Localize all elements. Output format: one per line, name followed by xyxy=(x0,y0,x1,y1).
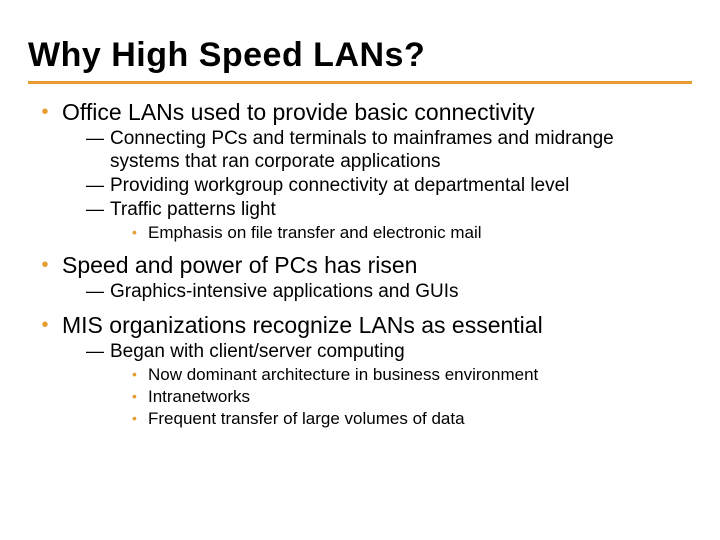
bullet-icon: • xyxy=(132,222,148,243)
list-item: — Began with client/server computing xyxy=(86,340,692,363)
dash-icon: — xyxy=(86,280,110,303)
list-item: — Graphics-intensive applications and GU… xyxy=(86,280,692,303)
list-item-text: Office LANs used to provide basic connec… xyxy=(62,98,535,126)
dash-icon: — xyxy=(86,198,110,221)
list-item-text: Graphics-intensive applications and GUIs xyxy=(110,280,479,303)
list-item-text: MIS organizations recognize LANs as esse… xyxy=(62,311,543,339)
bullet-icon: • xyxy=(28,98,62,126)
slide: Why High Speed LANs? • Office LANs used … xyxy=(0,0,720,540)
bullet-icon: • xyxy=(28,311,62,339)
dash-icon: — xyxy=(86,340,110,363)
list-item-text: Now dominant architecture in business en… xyxy=(148,364,538,385)
list-item: — Traffic patterns light xyxy=(86,198,692,221)
bullet-icon: • xyxy=(28,251,62,279)
list-item: • MIS organizations recognize LANs as es… xyxy=(28,311,692,339)
list-item: • Intranetworks xyxy=(132,386,692,407)
list-item: • Frequent transfer of large volumes of … xyxy=(132,408,692,429)
list-item-text: Traffic patterns light xyxy=(110,198,296,221)
dash-icon: — xyxy=(86,174,110,197)
list-item-text: Intranetworks xyxy=(148,386,250,407)
list-item-text: Speed and power of PCs has risen xyxy=(62,251,417,279)
list-item-text: Connecting PCs and terminals to mainfram… xyxy=(110,127,692,173)
list-item: • Now dominant architecture in business … xyxy=(132,364,692,385)
list-item: • Office LANs used to provide basic conn… xyxy=(28,98,692,126)
list-item-text: Providing workgroup connectivity at depa… xyxy=(110,174,589,197)
list-item: • Speed and power of PCs has risen xyxy=(28,251,692,279)
list-item-text: Began with client/server computing xyxy=(110,340,425,363)
list-item: • Emphasis on file transfer and electron… xyxy=(132,222,692,243)
list-item: — Connecting PCs and terminals to mainfr… xyxy=(86,127,692,173)
bullet-icon: • xyxy=(132,386,148,407)
list-item-text: Emphasis on file transfer and electronic… xyxy=(148,222,482,243)
list-item: — Providing workgroup connectivity at de… xyxy=(86,174,692,197)
list-item-text: Frequent transfer of large volumes of da… xyxy=(148,408,465,429)
bullet-icon: • xyxy=(132,364,148,385)
dash-icon: — xyxy=(86,127,110,150)
slide-content: • Office LANs used to provide basic conn… xyxy=(28,98,692,429)
slide-title: Why High Speed LANs? xyxy=(28,36,692,84)
bullet-icon: • xyxy=(132,408,148,429)
